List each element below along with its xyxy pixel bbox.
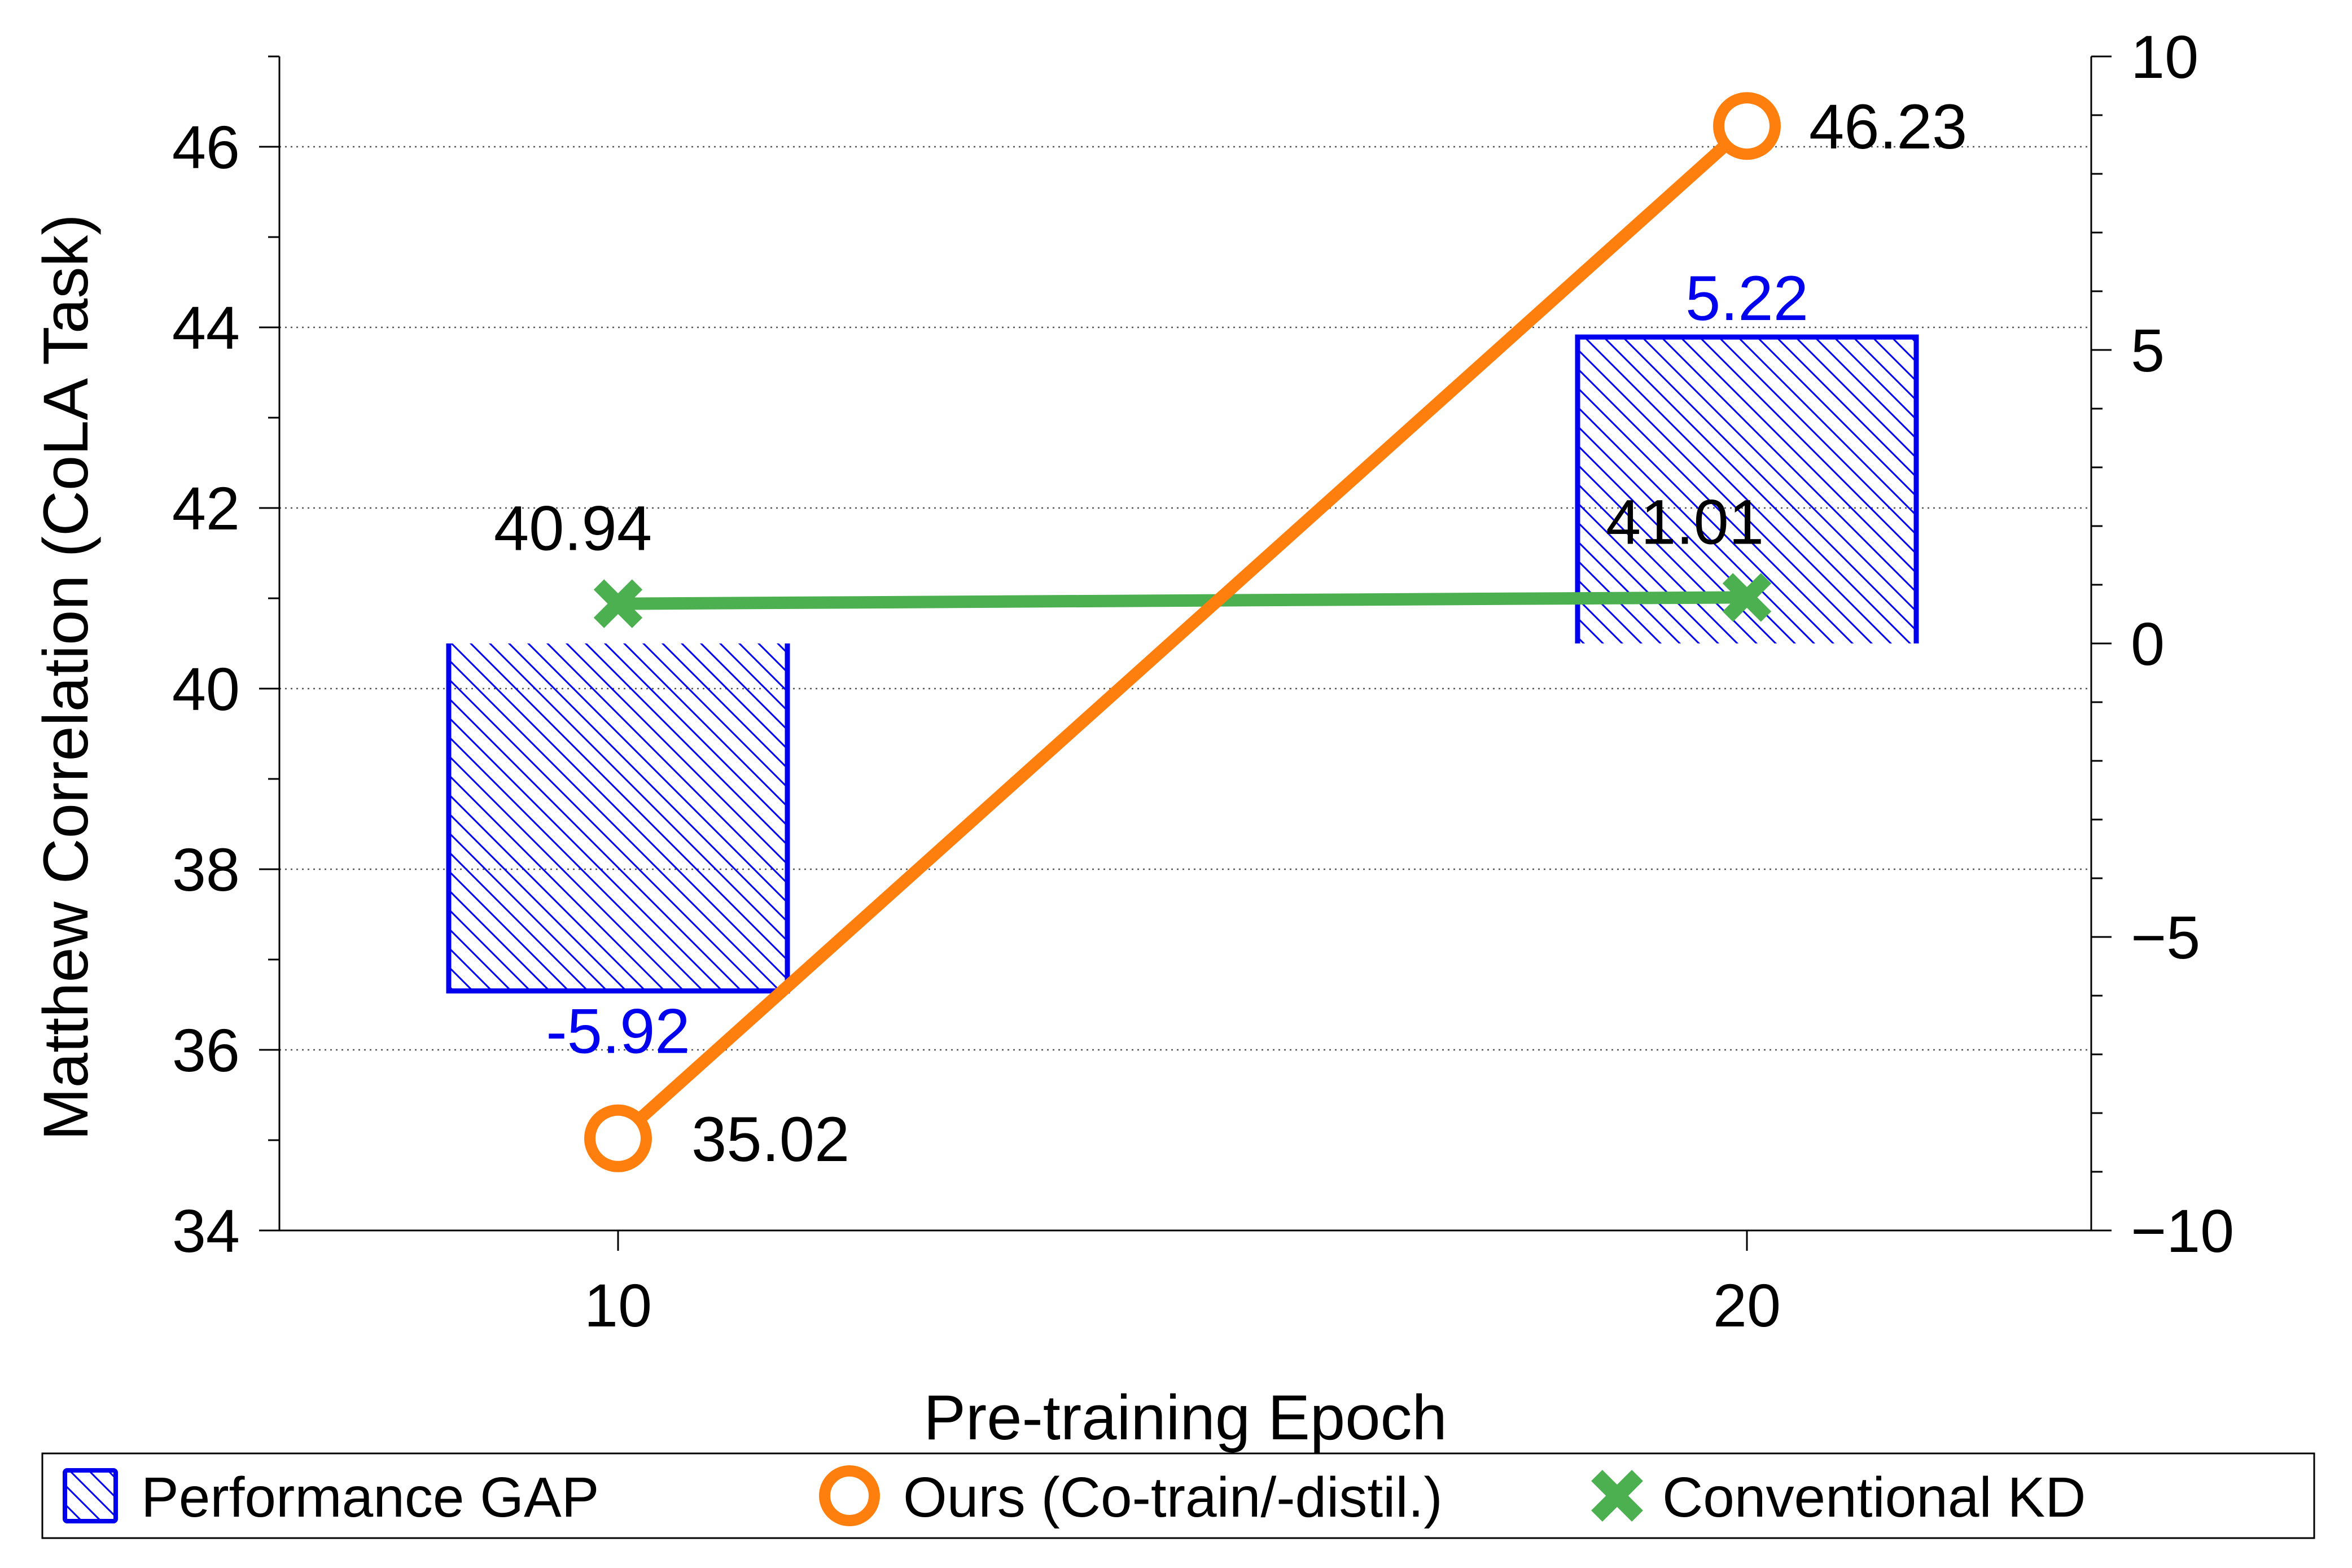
ours-data-label: 46.23 bbox=[1809, 91, 1967, 162]
y2-tick-label: 10 bbox=[2131, 23, 2198, 91]
kd-data-label: 40.94 bbox=[494, 493, 652, 564]
y-axis-title: Matthew Correlation (CoLA Task) bbox=[30, 214, 101, 1140]
y-tick-label: 40 bbox=[172, 655, 240, 723]
kd-line bbox=[617, 591, 1747, 610]
data-labels: -5.92 5.22 35.02 46.23 40.94 41.01 bbox=[494, 91, 1967, 1175]
ours-marker bbox=[584, 1104, 652, 1172]
ours-line bbox=[614, 121, 1751, 1143]
legend-label-kd: Conventional KD bbox=[1662, 1466, 2086, 1529]
y2-tick-label: 0 bbox=[2131, 610, 2165, 678]
legend: Performance GAP Ours (Co-train/-distil.) C… bbox=[41, 1452, 2315, 1539]
y2-tick-label: 5 bbox=[2131, 316, 2165, 384]
gap-bar-fill bbox=[449, 643, 787, 991]
y-tick-label: 42 bbox=[172, 474, 240, 542]
y-tick-label: 38 bbox=[172, 835, 240, 904]
gap-bar-outline bbox=[446, 643, 790, 994]
y-tick-label: 44 bbox=[172, 294, 240, 362]
y2-tick-label: −10 bbox=[2131, 1197, 2234, 1265]
legend-box bbox=[41, 1452, 2315, 1539]
x-tick-label: 10 bbox=[584, 1271, 652, 1339]
y-tick-label: 34 bbox=[172, 1197, 240, 1265]
gap-bar-label: -5.92 bbox=[546, 996, 690, 1067]
legend-item-ours: Ours (Co-train/-distil.) bbox=[819, 1465, 1443, 1529]
gap-bar-label: 5.22 bbox=[1685, 263, 1808, 334]
x-axis-title: Pre-training Epoch bbox=[923, 1382, 1447, 1453]
y-tick-label: 36 bbox=[172, 1016, 240, 1084]
legend-label-gap: Performance GAP bbox=[141, 1466, 599, 1529]
ours-data-label: 35.02 bbox=[691, 1104, 849, 1175]
ours-marker bbox=[1713, 92, 1781, 160]
kd-data-label: 41.01 bbox=[1606, 487, 1764, 557]
legend-swatch-kd bbox=[1591, 1470, 1643, 1522]
y-tick-label: 46 bbox=[172, 113, 240, 181]
x-tick-label: 20 bbox=[1713, 1271, 1781, 1339]
series-lines bbox=[584, 92, 1781, 1172]
performance-gap-bars bbox=[446, 334, 1919, 994]
kd-marker bbox=[593, 579, 643, 628]
legend-item-kd: Conventional KD bbox=[1591, 1466, 2086, 1529]
legend-item-performance-gap: Performance GAP bbox=[63, 1466, 599, 1529]
kd-marker bbox=[1722, 573, 1772, 622]
legend-label-ours: Ours (Co-train/-distil.) bbox=[903, 1466, 1443, 1529]
legend-swatch-gap bbox=[63, 1468, 118, 1523]
axes: 34 36 38 40 42 44 46 −10 −5 0 5 10 10 20 bbox=[172, 23, 2234, 1339]
legend-swatch-ours bbox=[819, 1465, 880, 1526]
gap-bar-outline bbox=[1575, 334, 1919, 643]
y2-tick-label: −5 bbox=[2131, 903, 2200, 971]
